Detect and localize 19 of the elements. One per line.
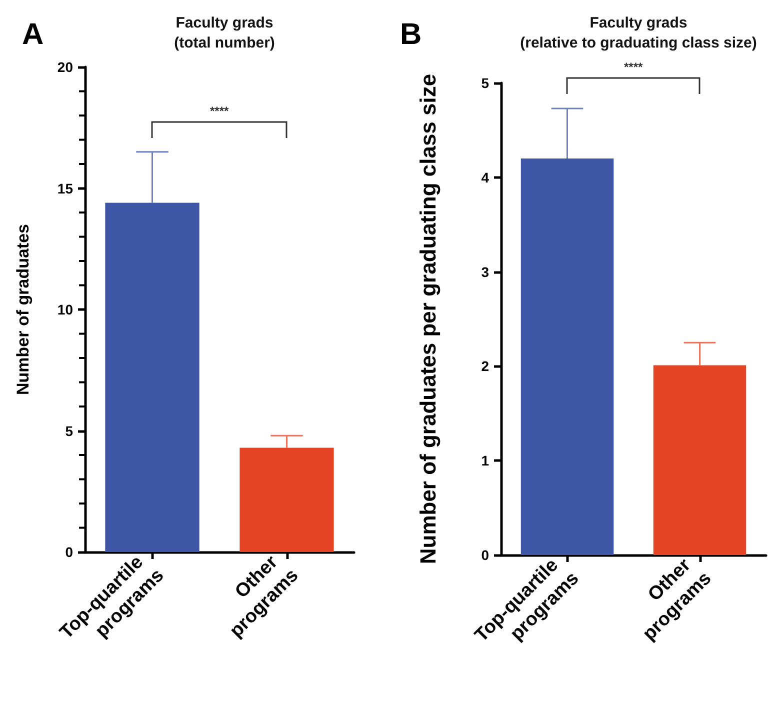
y-tick-label: 0	[481, 547, 490, 563]
y-tick-label: 0	[65, 544, 74, 560]
annotation: ****	[210, 104, 229, 118]
y-tick-label: 1	[481, 452, 490, 469]
y-tick-label: 20	[57, 59, 74, 75]
chart-title: Faculty grads (total number)	[174, 14, 275, 52]
text: B	[400, 18, 422, 52]
y-tick-label: 5	[481, 75, 490, 91]
y-tick-label: 15	[57, 180, 74, 196]
chart-title: Faculty grads (relative to graduating class size)	[520, 14, 757, 52]
y-tick-label: 10	[57, 302, 74, 318]
y-tick-label: 3	[481, 264, 490, 280]
text: A	[22, 18, 44, 52]
y-tick-label: 4	[481, 169, 490, 186]
text: ****	[624, 60, 643, 74]
y-tick-label: 2	[481, 358, 490, 374]
y-axis-title: Number of graduates	[13, 224, 32, 395]
y-tick-label: 5	[65, 422, 74, 439]
y-axis-title: Number of graduates per graduating class size	[415, 74, 440, 564]
